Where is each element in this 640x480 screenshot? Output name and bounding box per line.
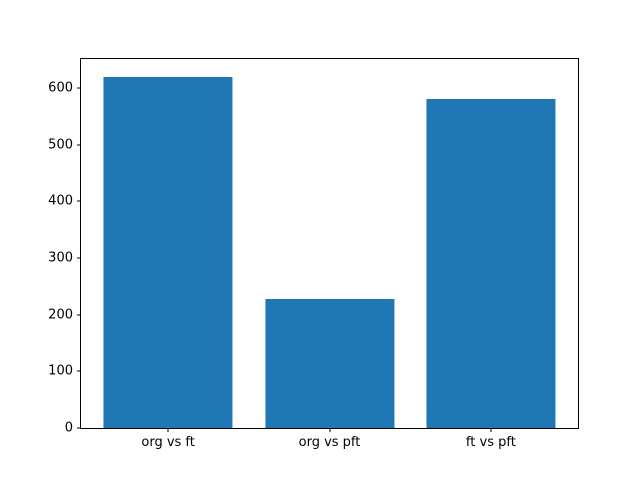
y-tick-mark <box>77 370 81 372</box>
x-tick-mark <box>490 428 492 432</box>
y-tick-label: 100 <box>48 363 73 379</box>
bar-org-vs-pft <box>264 298 395 428</box>
y-tick-mark <box>77 257 81 259</box>
x-tick-mark <box>329 428 330 432</box>
y-tick-mark <box>77 200 81 202</box>
y-tick-mark <box>77 314 81 316</box>
y-tick-mark <box>77 427 81 429</box>
y-tick-mark <box>77 144 81 146</box>
y-tick-label: 0 <box>64 420 73 436</box>
y-tick-label: 500 <box>48 137 73 153</box>
y-tick-mark <box>77 87 81 89</box>
plot-area: 0 100 200 300 400 500 600 org vs ft org vs pft ft… <box>48 58 579 449</box>
y-tick-label: 200 <box>48 307 73 323</box>
x-tick-label: org vs ft <box>141 435 195 450</box>
x-tick-label: ft vs pft <box>465 435 516 450</box>
y-tick-label: 600 <box>48 80 73 96</box>
y-tick-label: 300 <box>48 250 73 266</box>
y-tick-label: 400 <box>48 193 73 209</box>
bar-ft-vs-pft <box>426 99 556 428</box>
x-tick-label: org vs pft <box>298 435 361 450</box>
bar-org-vs-ft <box>103 76 233 428</box>
x-tick-mark <box>167 428 169 432</box>
